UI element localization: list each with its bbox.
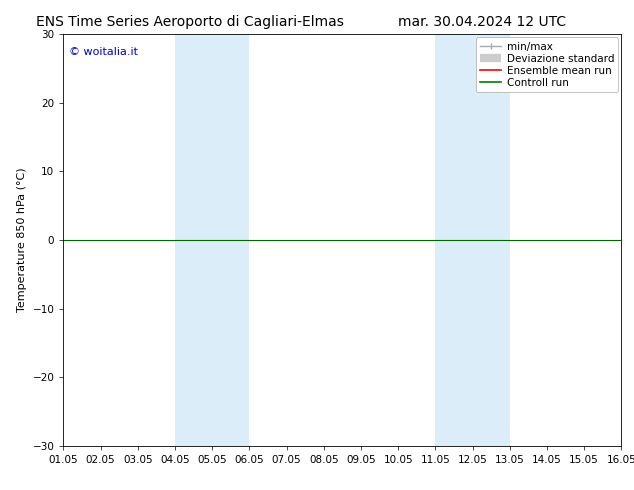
Legend: min/max, Deviazione standard, Ensemble mean run, Controll run: min/max, Deviazione standard, Ensemble m… bbox=[476, 37, 618, 92]
Bar bbox=[436, 34, 510, 446]
Y-axis label: Temperature 850 hPa (°C): Temperature 850 hPa (°C) bbox=[17, 168, 27, 313]
Text: ENS Time Series Aeroporto di Cagliari-Elmas: ENS Time Series Aeroporto di Cagliari-El… bbox=[36, 15, 344, 29]
Text: mar. 30.04.2024 12 UTC: mar. 30.04.2024 12 UTC bbox=[398, 15, 566, 29]
Text: © woitalia.it: © woitalia.it bbox=[69, 47, 138, 57]
Bar bbox=[175, 34, 249, 446]
